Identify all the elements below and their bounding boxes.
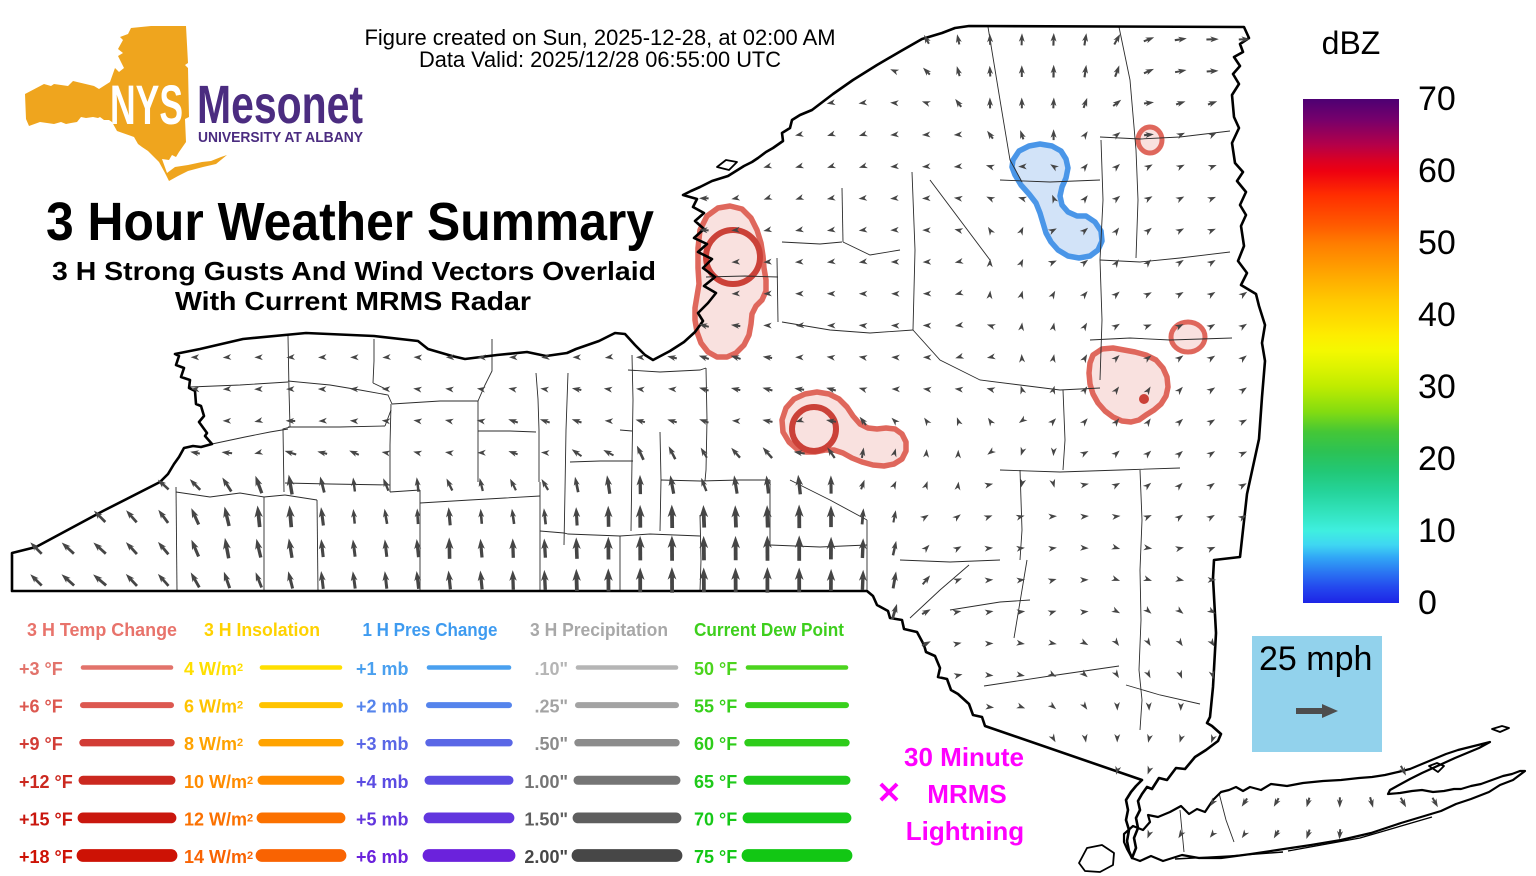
svg-text:75 °F: 75 °F bbox=[694, 847, 737, 867]
svg-text:30: 30 bbox=[1418, 368, 1456, 406]
svg-text:Current Dew Point: Current Dew Point bbox=[694, 620, 844, 640]
svg-text:70 °F: 70 °F bbox=[694, 809, 737, 829]
svg-text:4 W/m2: 4 W/m2 bbox=[184, 659, 243, 679]
svg-text:1.50": 1.50" bbox=[524, 809, 568, 829]
svg-text:Data Valid: 2025/12/28 06:55:0: Data Valid: 2025/12/28 06:55:00 UTC bbox=[419, 47, 781, 72]
svg-text:2.00": 2.00" bbox=[524, 847, 568, 867]
svg-text:Mesonet: Mesonet bbox=[197, 75, 363, 135]
svg-text:1 H Pres Change: 1 H Pres Change bbox=[363, 620, 498, 640]
svg-text:10 W/m2: 10 W/m2 bbox=[184, 772, 253, 792]
svg-text:+9 °F: +9 °F bbox=[19, 734, 63, 754]
svg-text:+3 °F: +3 °F bbox=[19, 659, 63, 679]
svg-text:3 Hour Weather Summary: 3 Hour Weather Summary bbox=[46, 192, 654, 252]
svg-text:12 W/m2: 12 W/m2 bbox=[184, 809, 253, 829]
svg-text:30 Minute: 30 Minute bbox=[904, 742, 1024, 772]
svg-text:+4 mb: +4 mb bbox=[356, 772, 409, 792]
svg-text:+5 mb: +5 mb bbox=[356, 809, 409, 829]
svg-text:.10": .10" bbox=[534, 659, 568, 679]
svg-text:6 W/m2: 6 W/m2 bbox=[184, 697, 243, 717]
svg-text:+18 °F: +18 °F bbox=[19, 847, 73, 867]
svg-text:+6 mb: +6 mb bbox=[356, 847, 409, 867]
svg-text:+2 mb: +2 mb bbox=[356, 697, 409, 717]
svg-text:65 °F: 65 °F bbox=[694, 772, 737, 792]
svg-text:NYS: NYS bbox=[110, 73, 183, 136]
svg-text:70: 70 bbox=[1418, 80, 1456, 118]
svg-text:10: 10 bbox=[1418, 512, 1456, 550]
svg-text:60 °F: 60 °F bbox=[694, 734, 737, 754]
svg-text:0: 0 bbox=[1418, 584, 1437, 622]
svg-text:60: 60 bbox=[1418, 152, 1456, 190]
svg-text:25 mph: 25 mph bbox=[1259, 640, 1372, 678]
svg-text:3 H Strong Gusts And Wind Vect: 3 H Strong Gusts And Wind Vectors Overla… bbox=[52, 256, 656, 286]
svg-text:50 °F: 50 °F bbox=[694, 659, 737, 679]
svg-text:dBZ: dBZ bbox=[1322, 25, 1381, 61]
svg-text:Lightning: Lightning bbox=[906, 816, 1024, 846]
svg-text:14 W/m2: 14 W/m2 bbox=[184, 847, 253, 867]
svg-text:50: 50 bbox=[1418, 224, 1456, 262]
svg-text:3 H Temp Change: 3 H Temp Change bbox=[27, 620, 177, 640]
svg-text:Figure created on Sun, 2025-12: Figure created on Sun, 2025-12-28, at 02… bbox=[365, 25, 836, 50]
svg-text:MRMS: MRMS bbox=[927, 779, 1006, 809]
svg-text:+1 mb: +1 mb bbox=[356, 659, 409, 679]
svg-text:UNIVERSITY AT ALBANY: UNIVERSITY AT ALBANY bbox=[198, 129, 363, 146]
svg-text:3 H Precipitation: 3 H Precipitation bbox=[530, 620, 668, 640]
svg-text:.25": .25" bbox=[534, 697, 568, 717]
svg-text:+3 mb: +3 mb bbox=[356, 734, 409, 754]
svg-text:1.00": 1.00" bbox=[524, 772, 568, 792]
svg-text:55 °F: 55 °F bbox=[694, 697, 737, 717]
svg-text:20: 20 bbox=[1418, 440, 1456, 478]
svg-text:3 H Insolation: 3 H Insolation bbox=[204, 620, 320, 640]
svg-text:40: 40 bbox=[1418, 296, 1456, 334]
svg-text:With Current MRMS Radar: With Current MRMS Radar bbox=[175, 286, 531, 316]
svg-text:.50": .50" bbox=[534, 734, 568, 754]
svg-text:+15 °F: +15 °F bbox=[19, 809, 73, 829]
svg-text:+6 °F: +6 °F bbox=[19, 697, 63, 717]
svg-text:✕: ✕ bbox=[876, 777, 901, 810]
svg-text:8 W/m2: 8 W/m2 bbox=[184, 734, 243, 754]
svg-text:+12 °F: +12 °F bbox=[19, 772, 73, 792]
